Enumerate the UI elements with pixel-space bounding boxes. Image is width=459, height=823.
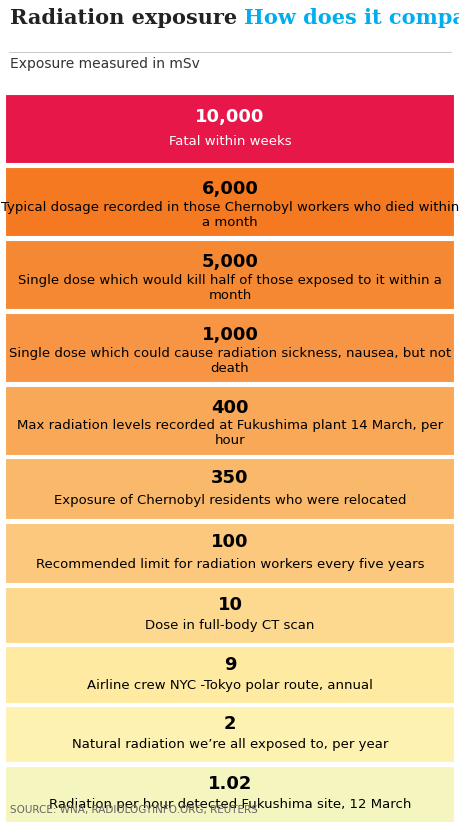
Text: Dose in full-body CT scan: Dose in full-body CT scan (145, 619, 314, 632)
Text: Natural radiation we’re all exposed to, per year: Natural radiation we’re all exposed to, … (72, 738, 387, 751)
Text: 100: 100 (211, 533, 248, 551)
FancyBboxPatch shape (5, 587, 454, 644)
Text: Exposure measured in mSv: Exposure measured in mSv (10, 57, 200, 71)
FancyBboxPatch shape (5, 313, 454, 383)
Text: 350: 350 (211, 469, 248, 487)
Text: 2: 2 (223, 715, 236, 733)
Text: 10,000: 10,000 (195, 108, 264, 126)
Text: Typical dosage recorded in those Chernobyl workers who died within a month: Typical dosage recorded in those Chernob… (1, 201, 458, 229)
FancyBboxPatch shape (5, 765, 454, 823)
Text: Single dose which would kill half of those exposed to it within a month: Single dose which would kill half of tho… (18, 274, 441, 302)
Text: 9: 9 (223, 656, 236, 674)
Text: Exposure of Chernobyl residents who were relocated: Exposure of Chernobyl residents who were… (54, 494, 405, 507)
Text: 5,000: 5,000 (201, 253, 258, 272)
Text: Radiation per hour detected Fukushima site, 12 March: Radiation per hour detected Fukushima si… (49, 798, 410, 811)
Text: 400: 400 (211, 399, 248, 417)
FancyBboxPatch shape (5, 706, 454, 763)
Text: 10: 10 (217, 596, 242, 614)
Text: Fatal within weeks: Fatal within weeks (168, 135, 291, 148)
Text: How does it compare?: How does it compare? (244, 8, 459, 28)
FancyBboxPatch shape (5, 167, 454, 237)
FancyBboxPatch shape (5, 646, 454, 704)
Text: SOURCE: WNA, RADIOLOGYINFO.ORG, REUTERS: SOURCE: WNA, RADIOLOGYINFO.ORG, REUTERS (10, 805, 257, 815)
Text: Airline crew NYC -Tokyo polar route, annual: Airline crew NYC -Tokyo polar route, ann… (87, 679, 372, 692)
Text: Max radiation levels recorded at Fukushima plant 14 March, per hour: Max radiation levels recorded at Fukushi… (17, 420, 442, 448)
Text: 1.02: 1.02 (207, 775, 252, 793)
FancyBboxPatch shape (5, 386, 454, 456)
FancyBboxPatch shape (5, 94, 454, 165)
FancyBboxPatch shape (5, 458, 454, 520)
Text: Single dose which could cause radiation sickness, nausea, but not death: Single dose which could cause radiation … (9, 346, 450, 374)
Text: 1,000: 1,000 (201, 326, 258, 344)
FancyBboxPatch shape (5, 523, 454, 584)
Text: Radiation exposure: Radiation exposure (10, 8, 244, 28)
FancyBboxPatch shape (5, 239, 454, 310)
Text: 6,000: 6,000 (201, 180, 258, 198)
Text: Recommended limit for radiation workers every five years: Recommended limit for radiation workers … (36, 558, 423, 571)
